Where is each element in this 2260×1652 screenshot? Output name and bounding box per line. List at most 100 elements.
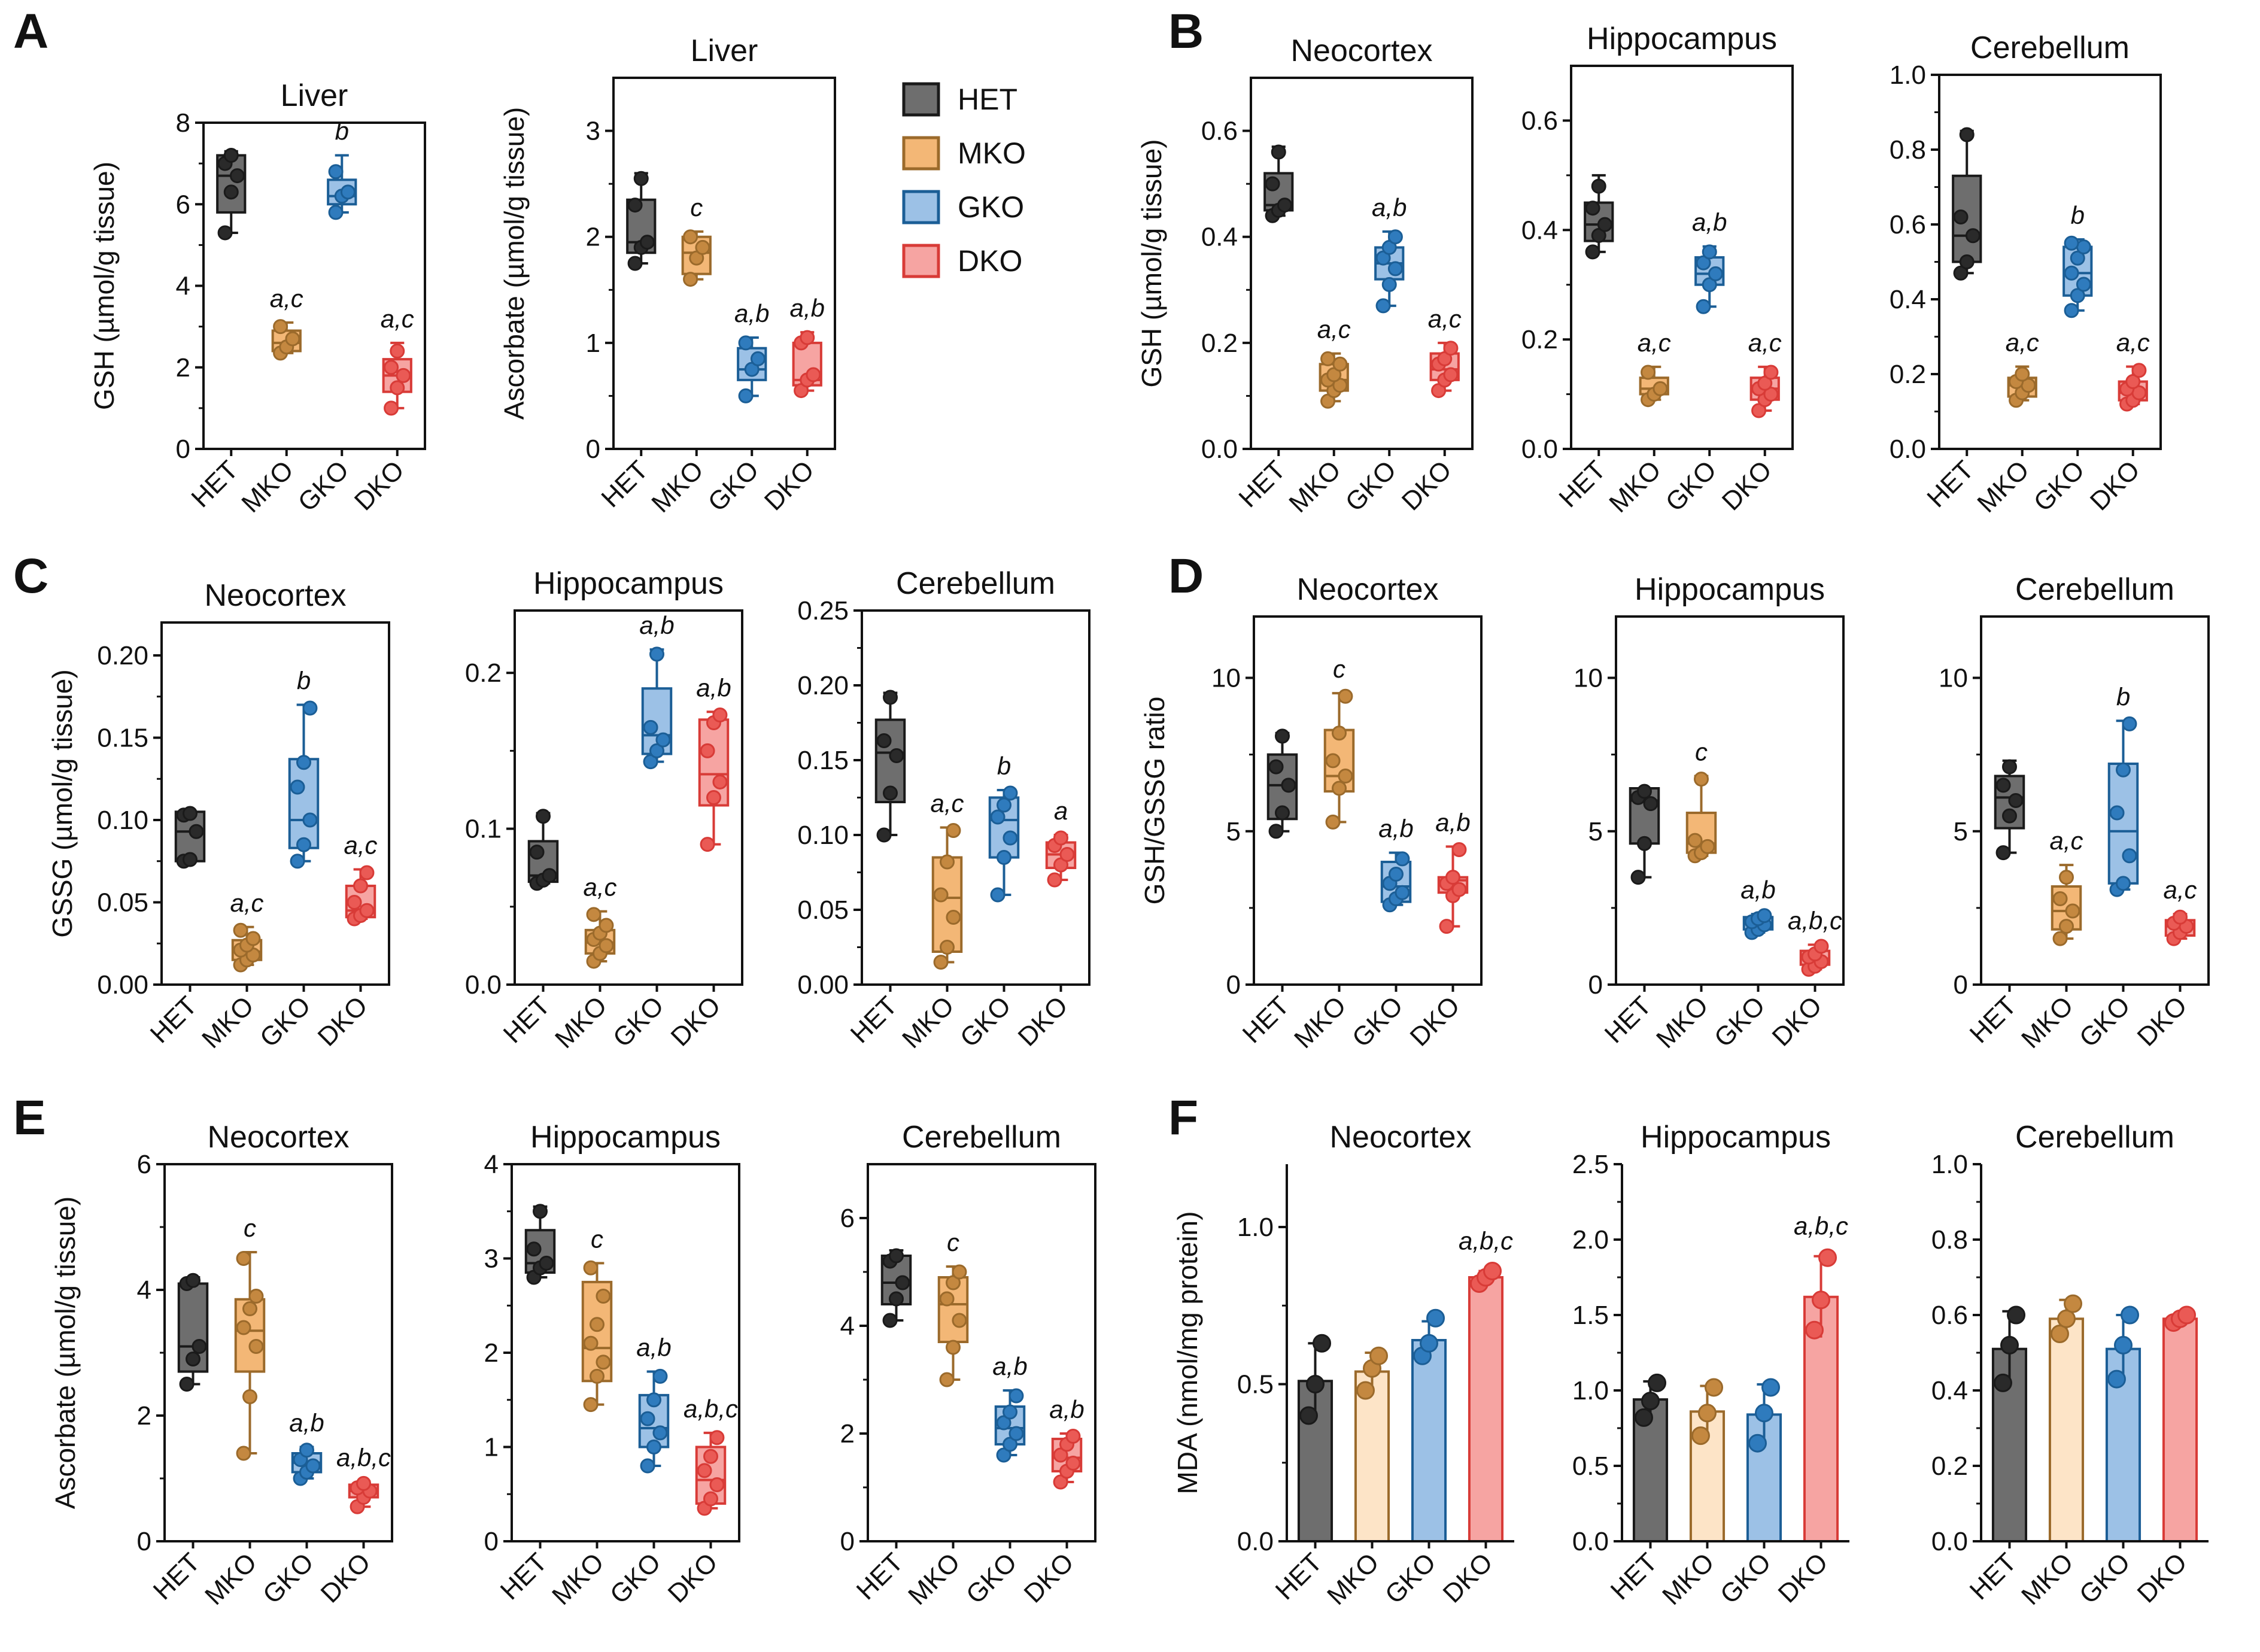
box-dko: a,c (344, 831, 378, 927)
significance-label: a,b,c (336, 1443, 391, 1471)
data-point (1387, 261, 1403, 277)
y-tick-label: 0 (1954, 970, 1968, 1000)
y-axis-title: Ascorbate (µmol/g tissue) (499, 107, 530, 420)
data-point (2116, 876, 2131, 891)
data-point (233, 922, 248, 938)
data-point (1439, 919, 1454, 934)
box-mko: a,c (1317, 315, 1351, 409)
x-tick-label-mko: MKO (546, 1547, 610, 1611)
data-point (356, 1475, 371, 1491)
data-point (296, 837, 311, 852)
data-point (889, 1248, 904, 1264)
data-point (1047, 872, 1062, 888)
data-point (1003, 830, 1018, 846)
data-point (1443, 341, 1459, 356)
x-tick-label-dko: DKO (759, 455, 820, 516)
y-tick-label: 1.0 (1890, 60, 1926, 90)
data-point (596, 1289, 611, 1304)
box-mko: c (234, 1214, 266, 1461)
data-point (1748, 1434, 1767, 1453)
data-point (2125, 374, 2141, 389)
y-tick-label: 0.20 (797, 671, 849, 700)
box-dko: a,c (1748, 329, 1782, 418)
y-tick-label: 0 (1226, 970, 1241, 1000)
data-point (236, 1251, 251, 1266)
data-point (242, 1301, 257, 1316)
box-het (1629, 784, 1660, 885)
x-tick-label-dko: DKO (312, 991, 373, 1052)
box-mko: c (1323, 655, 1355, 830)
box-gko: a,b (734, 299, 769, 403)
y-tick-label: 0.5 (1572, 1451, 1609, 1481)
data-point (1268, 759, 1284, 775)
plot-frame (612, 77, 836, 450)
data-point (1814, 939, 1829, 954)
x-tick-label-gko: GKO (961, 1547, 1023, 1610)
data-point (1643, 796, 1658, 812)
significance-label: b (335, 117, 349, 145)
data-point (933, 955, 949, 970)
x-tick-label-gko: GKO (605, 1547, 667, 1610)
box-het (1584, 174, 1614, 260)
bar-het (1991, 1305, 2028, 1542)
data-point (2002, 759, 2017, 775)
x-tick-label-mko: MKO (196, 991, 260, 1054)
legend-label-het: HET (958, 83, 1017, 116)
y-tick-label: 0.6 (1521, 106, 1558, 135)
data-point (1959, 254, 1975, 269)
data-point (649, 743, 664, 758)
y-tick-label: 2 (176, 353, 190, 382)
box-het (174, 806, 206, 869)
data-point (1591, 227, 1606, 243)
data-point (1325, 753, 1341, 769)
chart-title: Hippocampus (533, 566, 724, 601)
data-point (655, 732, 671, 748)
x-tick-label-gko: GKO (2074, 991, 2136, 1053)
data-point (1696, 299, 1711, 314)
chart-title: Cerebellum (896, 566, 1055, 601)
data-point (1757, 375, 1773, 391)
data-point (2114, 1335, 2133, 1355)
y-tick-label: 3 (586, 117, 600, 146)
significance-label: a,c (381, 305, 414, 333)
y-tick-label: 0.00 (797, 970, 849, 1000)
y-tick-label: 0.0 (1931, 1527, 1968, 1556)
data-point (996, 1415, 1011, 1431)
data-point (1702, 244, 1717, 260)
x-tick-label-gko: GKO (1380, 1547, 1442, 1610)
data-point (1965, 228, 1980, 244)
data-point (1698, 1404, 1717, 1423)
data-point (1369, 1346, 1389, 1365)
data-point (800, 330, 815, 345)
data-point (1332, 781, 1347, 796)
y-tick-label: 0.0 (1521, 435, 1558, 464)
data-point (242, 1389, 257, 1404)
data-point (643, 719, 658, 735)
data-point (1420, 1334, 1438, 1353)
y-tick-label: 0.10 (97, 806, 148, 835)
chart-b1: Neocortex GSH (µmol/g tissue) 0.0 0.2 0.4 0.6… (1136, 34, 1474, 518)
data-point (536, 809, 551, 824)
significance-label: c (690, 193, 703, 221)
bar-gko (1746, 1378, 1782, 1543)
data-point (1313, 1334, 1332, 1353)
x-tick-label-mko: MKO (646, 455, 709, 518)
box-het (874, 690, 906, 843)
x-tick-label-mko: MKO (897, 991, 960, 1054)
legend-label-gko: GKO (958, 190, 1024, 224)
data-point (1445, 870, 1460, 885)
box-gko: a,b (1692, 208, 1727, 314)
y-tick-label: 0 (176, 435, 190, 464)
data-point (396, 368, 411, 383)
bar-dko (2162, 1305, 2198, 1543)
data-point (1995, 778, 2011, 793)
data-point (1702, 277, 1717, 293)
data-point (390, 380, 405, 396)
data-point (359, 903, 375, 918)
legend-swatch-dko (902, 244, 940, 278)
significance-label: a,b (992, 1352, 1027, 1380)
chart-title: Cerebellum (2015, 572, 2174, 607)
data-point (1338, 769, 1353, 784)
panel-letter-e: E (13, 1091, 46, 1145)
